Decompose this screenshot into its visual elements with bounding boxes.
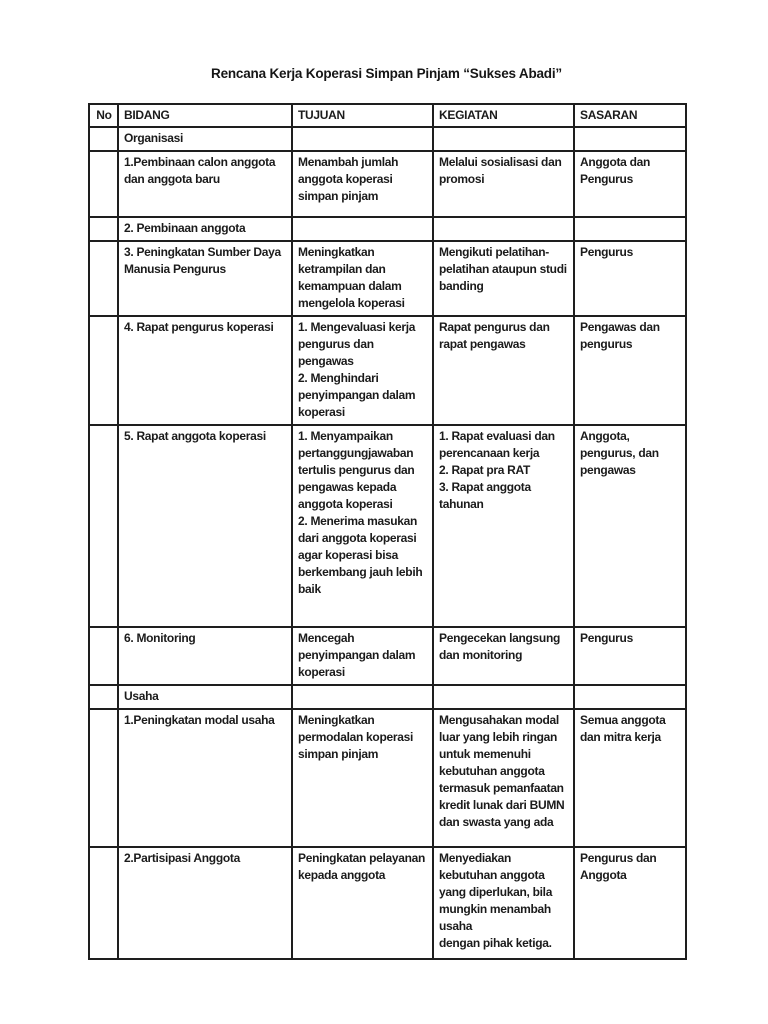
cell-bidang: 4. Rapat pengurus koperasi [117, 315, 293, 426]
cell-no [88, 216, 119, 242]
cell-no [88, 150, 119, 218]
cell-no [88, 708, 119, 848]
header-row: No BIDANG TUJUAN KEGIATAN SASARAN [88, 103, 687, 128]
cell-tujuan: 1. Menyampaikan pertanggungjawaban tertu… [291, 424, 434, 628]
cell-tujuan: Menambah jumlah anggota koperasi simpan … [291, 150, 434, 218]
cell-kegiatan: Pengecekan langsung dan monitoring [432, 626, 575, 686]
cell-no [88, 684, 119, 710]
cell-kegiatan: 1. Rapat evaluasi dan perencanaan kerja … [432, 424, 575, 628]
column-header-no: No [88, 103, 119, 128]
cell-bidang: Usaha [117, 684, 293, 710]
cell-no [88, 846, 119, 960]
cell-kegiatan [432, 126, 575, 152]
cell-bidang: 1.Pembinaan calon anggota dan anggota ba… [117, 150, 293, 218]
table-row: 4. Rapat pengurus koperasi 1. Mengevalua… [88, 315, 687, 426]
table-row: 3. Peningkatan Sumber Daya Manusia Pengu… [88, 240, 687, 317]
cell-tujuan: Meningkatkan ketrampilan dan kemampuan d… [291, 240, 434, 317]
table-row: 2.Partisipasi Anggota Peningkatan pelaya… [88, 846, 687, 960]
column-header-sasaran: SASARAN [573, 103, 687, 128]
table-row: 6. Monitoring Mencegah penyimpangan dala… [88, 626, 687, 686]
cell-bidang: 3. Peningkatan Sumber Daya Manusia Pengu… [117, 240, 293, 317]
section-row-usaha: Usaha [88, 684, 687, 710]
cell-sasaran: Pengawas dan pengurus [573, 315, 687, 426]
cell-sasaran [573, 126, 687, 152]
table-row: 1.Peningkatan modal usaha Meningkatkan p… [88, 708, 687, 848]
section-row-organisasi: Organisasi [88, 126, 687, 152]
table-row: 1.Pembinaan calon anggota dan anggota ba… [88, 150, 687, 218]
cell-sasaran: Pengurus dan Anggota [573, 846, 687, 960]
cell-bidang: 6. Monitoring [117, 626, 293, 686]
cell-tujuan [291, 126, 434, 152]
cell-kegiatan: Mengusahakan modal luar yang lebih ringa… [432, 708, 575, 848]
cell-no [88, 424, 119, 628]
work-plan-table: No BIDANG TUJUAN KEGIATAN SASARAN Organi… [88, 103, 687, 960]
cell-no [88, 240, 119, 317]
cell-kegiatan: Mengikuti pelatihan-pelatihan ataupun st… [432, 240, 575, 317]
cell-tujuan: 1. Mengevaluasi kerja pengurus dan penga… [291, 315, 434, 426]
cell-bidang: 2.Partisipasi Anggota [117, 846, 293, 960]
cell-kegiatan: Menyediakan kebutuhan anggota yang diper… [432, 846, 575, 960]
cell-kegiatan [432, 684, 575, 710]
cell-sasaran: Anggota, pengurus, dan pengawas [573, 424, 687, 628]
page-title: Rencana Kerja Koperasi Simpan Pinjam “Su… [211, 66, 562, 81]
cell-kegiatan [432, 216, 575, 242]
cell-bidang: Organisasi [117, 126, 293, 152]
cell-no [88, 126, 119, 152]
cell-bidang: 5. Rapat anggota koperasi [117, 424, 293, 628]
cell-no [88, 626, 119, 686]
cell-tujuan: Peningkatan pelayanan kepada anggota [291, 846, 434, 960]
cell-sasaran [573, 684, 687, 710]
cell-bidang: 1.Peningkatan modal usaha [117, 708, 293, 848]
column-header-tujuan: TUJUAN [291, 103, 434, 128]
column-header-kegiatan: KEGIATAN [432, 103, 575, 128]
cell-tujuan: Mencegah penyimpangan dalam koperasi [291, 626, 434, 686]
table-row: 2. Pembinaan anggota [88, 216, 687, 242]
cell-sasaran [573, 216, 687, 242]
cell-sasaran: Anggota dan Pengurus [573, 150, 687, 218]
cell-kegiatan: Melalui sosialisasi dan promosi [432, 150, 575, 218]
cell-tujuan: Meningkatkan permodalan koperasi simpan … [291, 708, 434, 848]
cell-tujuan [291, 684, 434, 710]
cell-no [88, 315, 119, 426]
cell-bidang: 2. Pembinaan anggota [117, 216, 293, 242]
cell-sasaran: Semua anggota dan mitra kerja [573, 708, 687, 848]
cell-tujuan [291, 216, 434, 242]
table-row: 5. Rapat anggota koperasi 1. Menyampaika… [88, 424, 687, 628]
column-header-bidang: BIDANG [117, 103, 293, 128]
cell-sasaran: Pengurus [573, 626, 687, 686]
cell-sasaran: Pengurus [573, 240, 687, 317]
cell-kegiatan: Rapat pengurus dan rapat pengawas [432, 315, 575, 426]
